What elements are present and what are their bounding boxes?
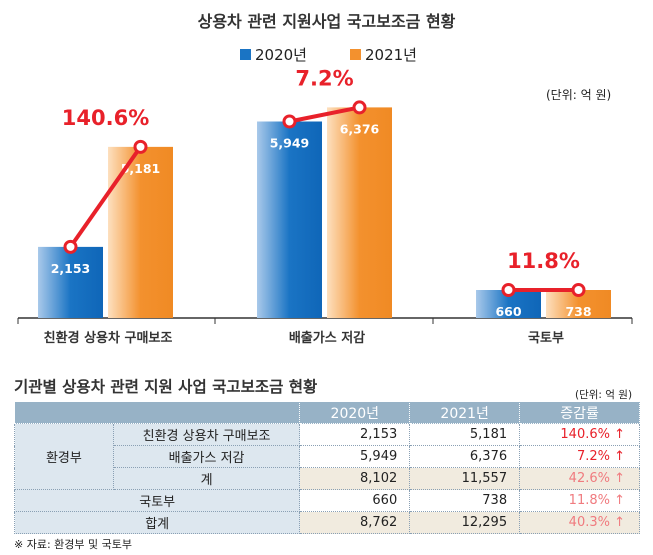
rate-cell: 7.2% ↑ [519,445,640,468]
category-label: 국토부 [528,331,564,346]
bar-value-label: 5,949 [270,136,310,151]
table-row: 합계 8,762 12,295 40.3% ↑ [13,511,640,534]
legend-label: 2020년 [255,46,307,64]
cell: 5,181 [409,423,521,446]
cell: 660 [299,489,411,512]
table-row: 환경부 친환경 상용차 구매보조 2,153 5,181 140.6% ↑ [14,423,640,490]
header-cell: 2020년 [299,401,411,424]
bar-2020년 [38,246,103,318]
header-cell: 증감률 [519,401,640,424]
growth-label: 140.6% [62,106,149,130]
table-row: 국토부 660 738 11.8% ↑ [13,489,640,512]
growth-line [289,105,360,124]
bar-2020년 [257,121,322,319]
legend-2020: 2020년 [240,44,307,65]
header-blank [13,401,301,424]
bar-value-label: 660 [495,304,521,319]
growth-line [68,145,143,249]
cell: 8,102 [299,467,411,490]
group-label: 환경부 [14,423,114,490]
data-table: 2020년 2021년 증감률 환경부 친환경 상용차 구매보조 2,153 5,181 1… [13,401,640,534]
cell: 11,557 [409,467,521,490]
rate-cell: 42.6% ↑ [519,467,640,490]
growth-marker [501,283,516,297]
row-label: 합계 [13,511,301,534]
bar-value-label: 738 [565,304,591,319]
rate-cell: 11.8% ↑ [519,489,640,512]
table-title: 기관별 상용차 관련 지원 사업 국고보조금 현황 [14,378,318,396]
chart-unit: (단위: 억 원) [546,88,612,102]
cell: 2,153 [299,423,411,446]
cell: 6,376 [409,445,521,468]
bar-value-label: 6,376 [340,121,380,136]
growth-marker [63,239,78,254]
cell: 12,295 [409,511,521,534]
rate-cell: 40.3% ↑ [519,511,640,534]
growth-label: 11.8% [507,249,580,273]
row-label: 배출가스 저감 [112,445,301,468]
cell: 5,949 [299,445,411,468]
header-cell: 2021년 [409,401,521,424]
legend-swatch-2020 [240,49,251,60]
table-unit: (단위: 억 원) [575,389,633,401]
row-label: 친환경 상용차 구매보조 [112,423,301,446]
row-label: 국토부 [13,489,301,512]
bar-value-label: 2,153 [51,261,91,276]
growth-marker [352,100,367,115]
growth-label: 7.2% [295,66,353,90]
cell: 8,762 [299,511,411,534]
growth-marker [571,283,586,297]
legend-label: 2021년 [365,46,417,64]
bar-value-label: 5,181 [121,161,161,176]
row-label: 계 [112,467,301,490]
growth-marker [282,114,297,129]
legend-2021: 2021년 [350,44,417,65]
growth-marker [133,139,148,154]
cell: 738 [409,489,521,512]
legend-swatch-2021 [350,49,361,60]
rate-cell: 140.6% ↑ [519,423,640,446]
chart-title: 상용차 관련 지원사업 국고보조금 현황 [197,12,456,31]
table-header: 2020년 2021년 증감률 [13,401,640,424]
bar-chart: 친환경 상용차 구매보조 2,153 5,181 140.6% 배출가스 저감 5,949… [17,66,633,346]
category-label: 친환경 상용차 구매보조 [44,330,173,346]
source-note: ※ 자료: 환경부 및 국토부 [14,538,132,551]
category-label: 배출가스 저감 [289,330,365,346]
bar-2021년 [327,107,392,318]
